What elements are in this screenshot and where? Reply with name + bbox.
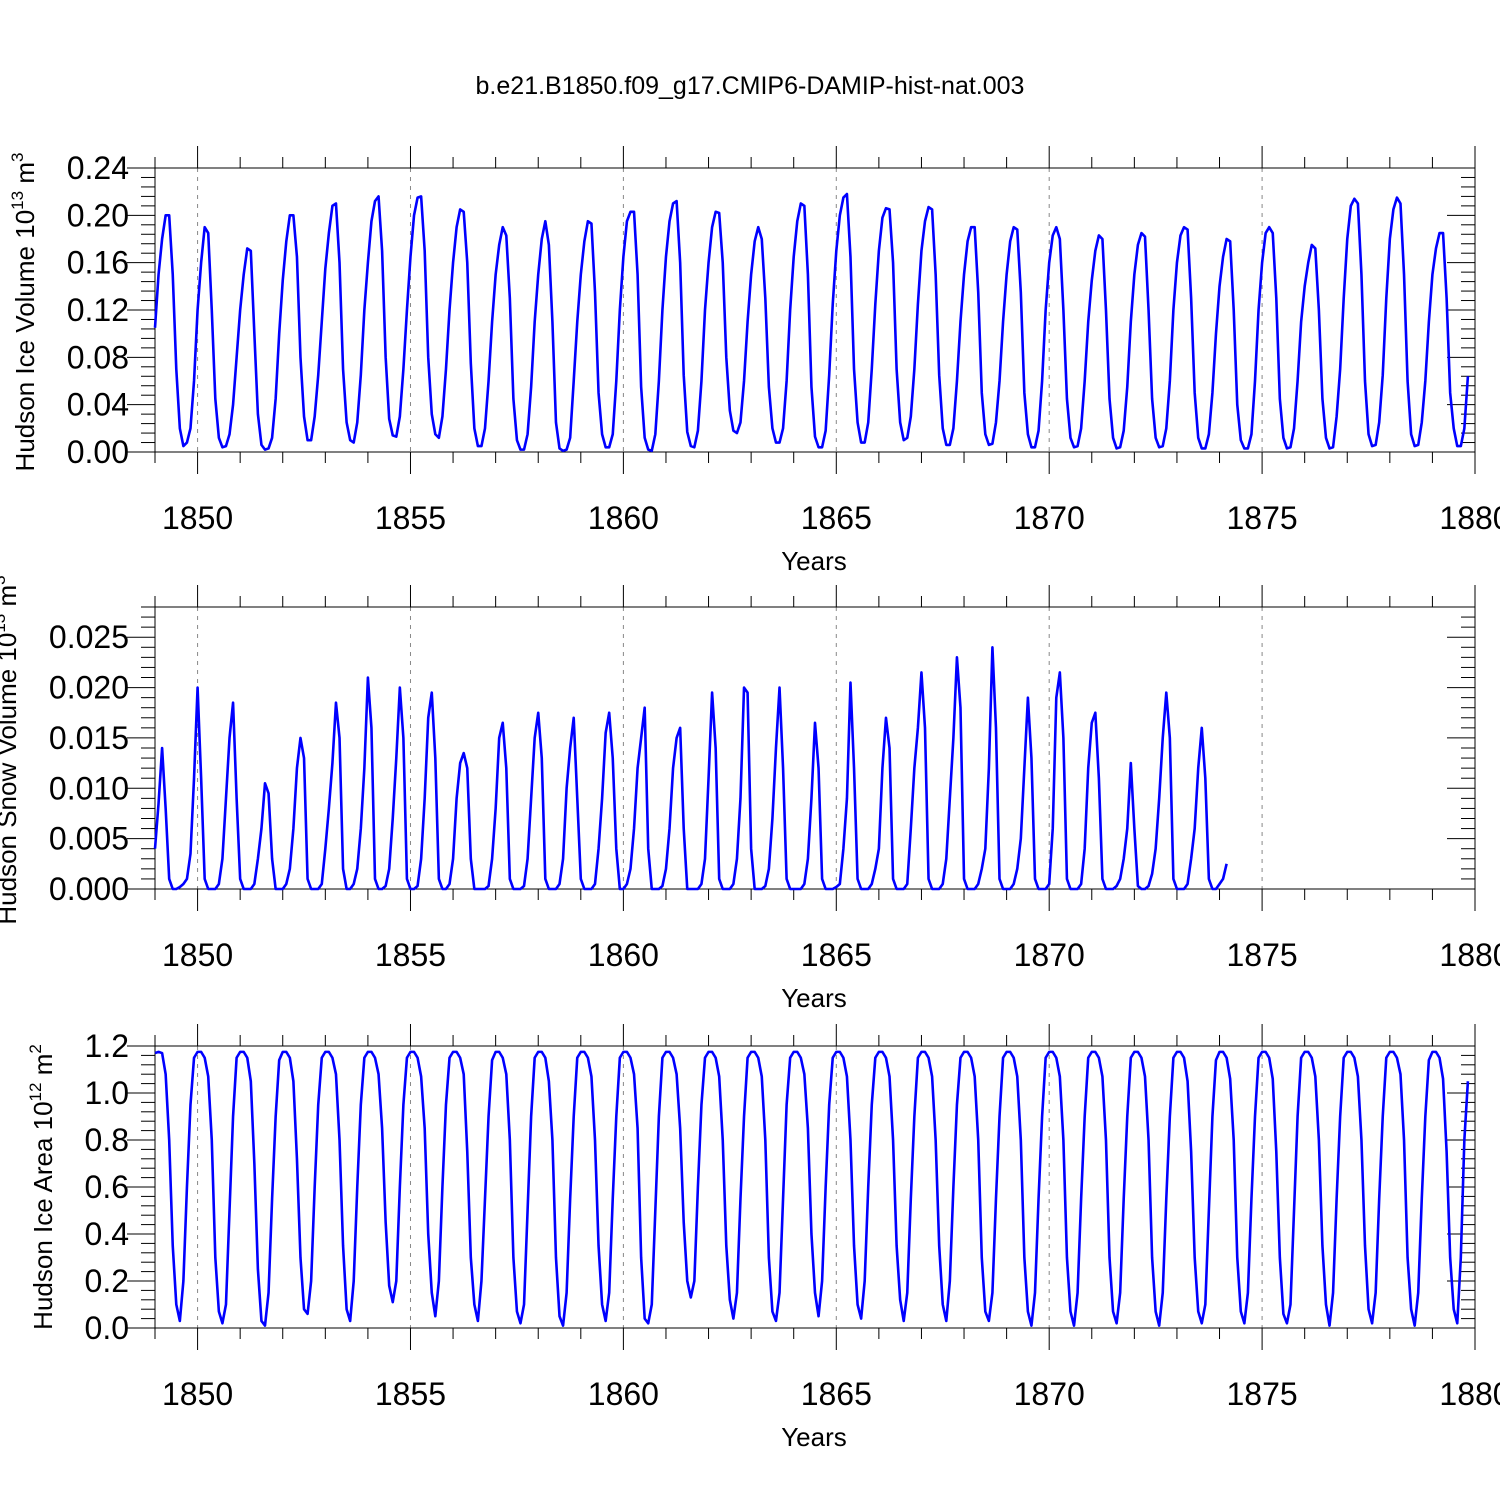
x-tick-label: 1865 (801, 500, 872, 536)
y-axis-title-superscript: 13 (8, 191, 27, 210)
y-axis-title-superscript: 2 (26, 1044, 45, 1053)
x-tick-label: 1855 (375, 1376, 446, 1412)
y-tick-label: 0.0 (85, 1310, 129, 1346)
x-tick-label: 1865 (801, 1376, 872, 1412)
x-tick-label: 1875 (1227, 937, 1298, 973)
x-axis-title: Years (781, 1422, 847, 1452)
y-axis-title-part: Hudson Ice Volume 10 (10, 210, 40, 472)
series-line-snow-volume (153, 645, 1228, 891)
y-tick-label: 0.8 (85, 1122, 129, 1158)
y-tick-label: 1.2 (85, 1028, 129, 1064)
y-axis-title-superscript: 13 (0, 614, 9, 633)
series-line-ice-area (154, 1050, 1470, 1327)
y-tick-label: 0.20 (67, 197, 129, 233)
y-tick-label: 0.005 (49, 821, 129, 857)
y-tick-label: 0.2 (85, 1263, 129, 1299)
y-tick-label: 0.12 (67, 292, 129, 328)
y-tick-label: 0.04 (67, 387, 129, 423)
y-tick-label: 0.6 (85, 1169, 129, 1205)
series-line-ice-volume (153, 192, 1470, 453)
y-axis-title-superscript: 3 (8, 153, 27, 162)
y-tick-label: 0.24 (67, 150, 129, 186)
x-tick-label: 1870 (1014, 937, 1085, 973)
x-tick-label: 1850 (162, 937, 233, 973)
y-tick-label: 0.020 (49, 670, 129, 706)
x-axis-title: Years (781, 983, 847, 1013)
y-axis-title-superscript: 12 (26, 1083, 45, 1102)
y-axis-title: Hudson Snow Volume 1013 m3 (0, 575, 22, 924)
y-tick-label: 0.08 (67, 339, 129, 375)
y-tick-label: 0.025 (49, 619, 129, 655)
x-tick-label: 1860 (588, 937, 659, 973)
y-tick-label: 0.010 (49, 770, 129, 806)
x-tick-label: 1860 (588, 1376, 659, 1412)
y-tick-label: 0.00 (67, 434, 129, 470)
y-tick-label: 0.015 (49, 720, 129, 756)
x-tick-label: 1855 (375, 500, 446, 536)
y-axis-title-part: Hudson Ice Area 10 (28, 1101, 58, 1329)
x-tick-label: 1850 (162, 1376, 233, 1412)
x-tick-label: 1850 (162, 500, 233, 536)
x-tick-label: 1865 (801, 937, 872, 973)
y-tick-label: 0.000 (49, 871, 129, 907)
y-axis-title-part: Hudson Snow Volume 10 (0, 633, 22, 925)
chart-title: b.e21.B1850.f09_g17.CMIP6-DAMIP-hist-nat… (475, 72, 1025, 100)
y-tick-label: 1.0 (85, 1075, 129, 1111)
y-tick-label: 0.4 (85, 1216, 129, 1252)
y-axis-title: Hudson Ice Volume 1013 m3 (8, 153, 40, 472)
y-axis-title-part: m (0, 585, 22, 614)
y-axis-title-part: m (28, 1054, 58, 1083)
y-tick-label: 0.16 (67, 245, 129, 281)
y-axis-title: Hudson Ice Area 1012 m2 (26, 1044, 58, 1330)
x-tick-label: 1860 (588, 500, 659, 536)
y-axis-title-part: m (10, 162, 40, 191)
x-tick-label: 1855 (375, 937, 446, 973)
y-axis-title-superscript: 3 (0, 575, 9, 584)
x-tick-label: 1875 (1227, 500, 1298, 536)
x-axis-title: Years (781, 546, 847, 576)
x-tick-label: 1870 (1014, 500, 1085, 536)
x-tick-label: 1875 (1227, 1376, 1298, 1412)
x-tick-label: 1870 (1014, 1376, 1085, 1412)
